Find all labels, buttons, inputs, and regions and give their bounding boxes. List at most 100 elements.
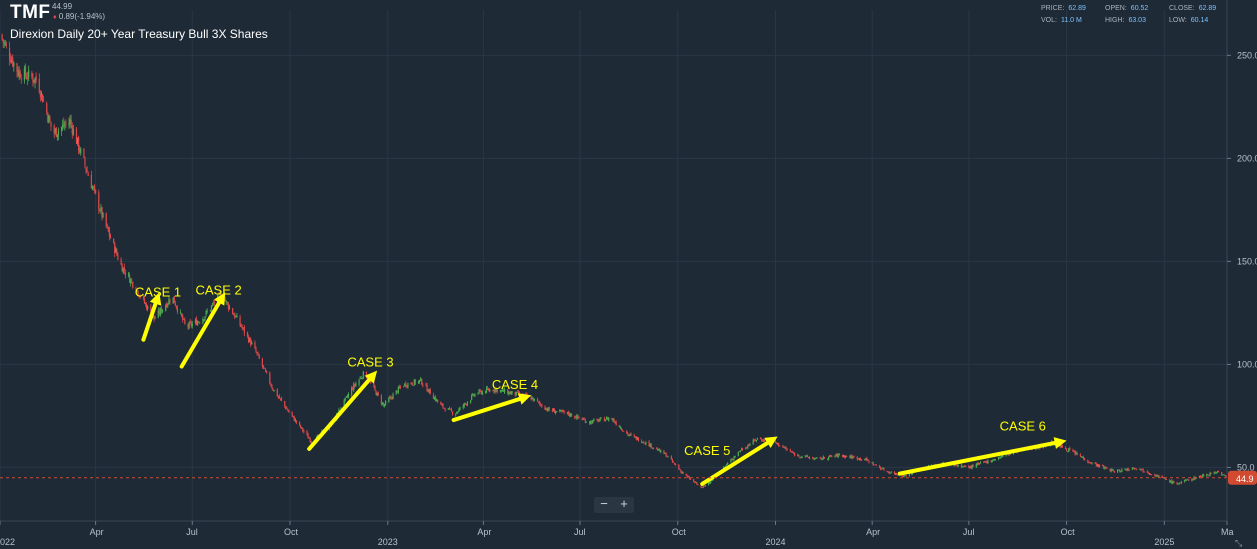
candle-body: [529, 396, 531, 397]
candle-body: [756, 438, 759, 440]
candle-body: [464, 403, 466, 405]
candle-body: [479, 390, 481, 392]
candle-body: [360, 378, 362, 379]
change-value: 0.89(-1.94%): [58, 12, 106, 21]
candle-body: [567, 411, 569, 415]
candle-body: [826, 458, 829, 460]
candle-body: [865, 458, 867, 460]
candle-body: [893, 471, 896, 475]
x-tick-label: Jul: [963, 527, 975, 537]
candle-body: [1067, 451, 1069, 452]
candle-body: [794, 453, 796, 456]
candle-body: [1143, 471, 1145, 473]
candle-body: [272, 388, 274, 391]
candle-body: [984, 461, 986, 463]
candle-body: [63, 122, 65, 127]
candle-body: [225, 300, 227, 303]
high-label: HIGH:: [1105, 17, 1125, 24]
candle-body: [470, 400, 472, 403]
x-tick-label: Oct: [672, 527, 687, 537]
candle-body: [488, 389, 490, 391]
candle-body: [459, 407, 461, 410]
candle-body: [901, 475, 903, 477]
candle-body: [1087, 459, 1089, 463]
candle-body: [1082, 456, 1085, 459]
candle-body: [1150, 474, 1153, 476]
candle-body: [800, 456, 802, 458]
candle-body: [138, 295, 140, 297]
candle-body: [1127, 468, 1129, 470]
candle-body: [530, 396, 532, 400]
candle-body: [734, 456, 736, 458]
candle-body: [115, 248, 117, 253]
annotation-label: CASE 6: [1000, 418, 1046, 433]
candle-body: [1, 34, 3, 40]
candle-body: [801, 456, 803, 458]
candle-body: [123, 267, 125, 272]
candle-body: [273, 390, 275, 392]
candle-body: [1203, 474, 1205, 477]
candle-body: [611, 418, 613, 420]
candle-body: [979, 462, 982, 463]
candle-body: [1125, 469, 1127, 471]
candle-body: [775, 442, 778, 444]
resize-icon[interactable]: ⤡: [1235, 538, 1243, 548]
candle-body: [406, 385, 408, 387]
candle-body: [583, 418, 585, 420]
candle-body: [693, 479, 695, 482]
candle-body: [168, 299, 170, 305]
candle-body: [306, 431, 308, 435]
candle-body: [681, 472, 683, 473]
candle-body: [1102, 465, 1104, 467]
candle-body: [308, 437, 310, 439]
candle-body: [1135, 468, 1137, 470]
zoom-in-button[interactable]: +: [620, 496, 628, 511]
price-change: ♦ 0.89(-1.94%): [53, 12, 105, 21]
candle-body: [626, 430, 628, 434]
candle-body: [896, 472, 898, 475]
candle-body: [560, 410, 562, 412]
candle-body: [957, 464, 959, 466]
candle-body: [33, 79, 35, 82]
candle-body: [120, 259, 122, 265]
ticker-symbol: TMF: [10, 2, 51, 23]
candle-body: [665, 453, 667, 457]
candle-body: [194, 319, 197, 323]
candle-body: [740, 448, 743, 451]
candle-body: [147, 306, 149, 309]
candle-body: [675, 464, 677, 466]
candle-body: [485, 388, 488, 393]
candle-body: [16, 63, 18, 72]
candle-body: [1121, 469, 1123, 473]
candle-body: [437, 399, 439, 402]
last-price-label: 44.9: [1236, 474, 1254, 484]
candle-body: [965, 465, 967, 467]
candle-body: [280, 398, 283, 401]
candle-body: [970, 465, 972, 468]
candle-body: [510, 392, 512, 395]
candle-body: [487, 387, 489, 390]
candle-body: [495, 389, 497, 391]
candle-body: [703, 485, 705, 487]
candle-body: [434, 396, 437, 401]
candle-body: [433, 397, 436, 400]
zoom-out-button[interactable]: −: [600, 496, 608, 511]
candle-body: [904, 475, 906, 476]
candle-body: [278, 396, 280, 399]
candle-body: [741, 448, 744, 450]
candle-body: [1139, 468, 1141, 470]
candle-body: [382, 403, 385, 406]
candle-body: [139, 295, 141, 298]
candle-body: [391, 397, 393, 399]
candle-body: [779, 445, 781, 447]
candle-body: [971, 465, 973, 469]
candle-body: [739, 450, 742, 452]
candle-body: [250, 338, 252, 345]
candle-body: [93, 185, 96, 190]
candle-body: [158, 310, 160, 314]
x-tick-label: 2023: [378, 537, 398, 547]
candle-body: [295, 420, 297, 423]
candle-body: [1191, 478, 1193, 482]
candle-body: [671, 459, 674, 462]
